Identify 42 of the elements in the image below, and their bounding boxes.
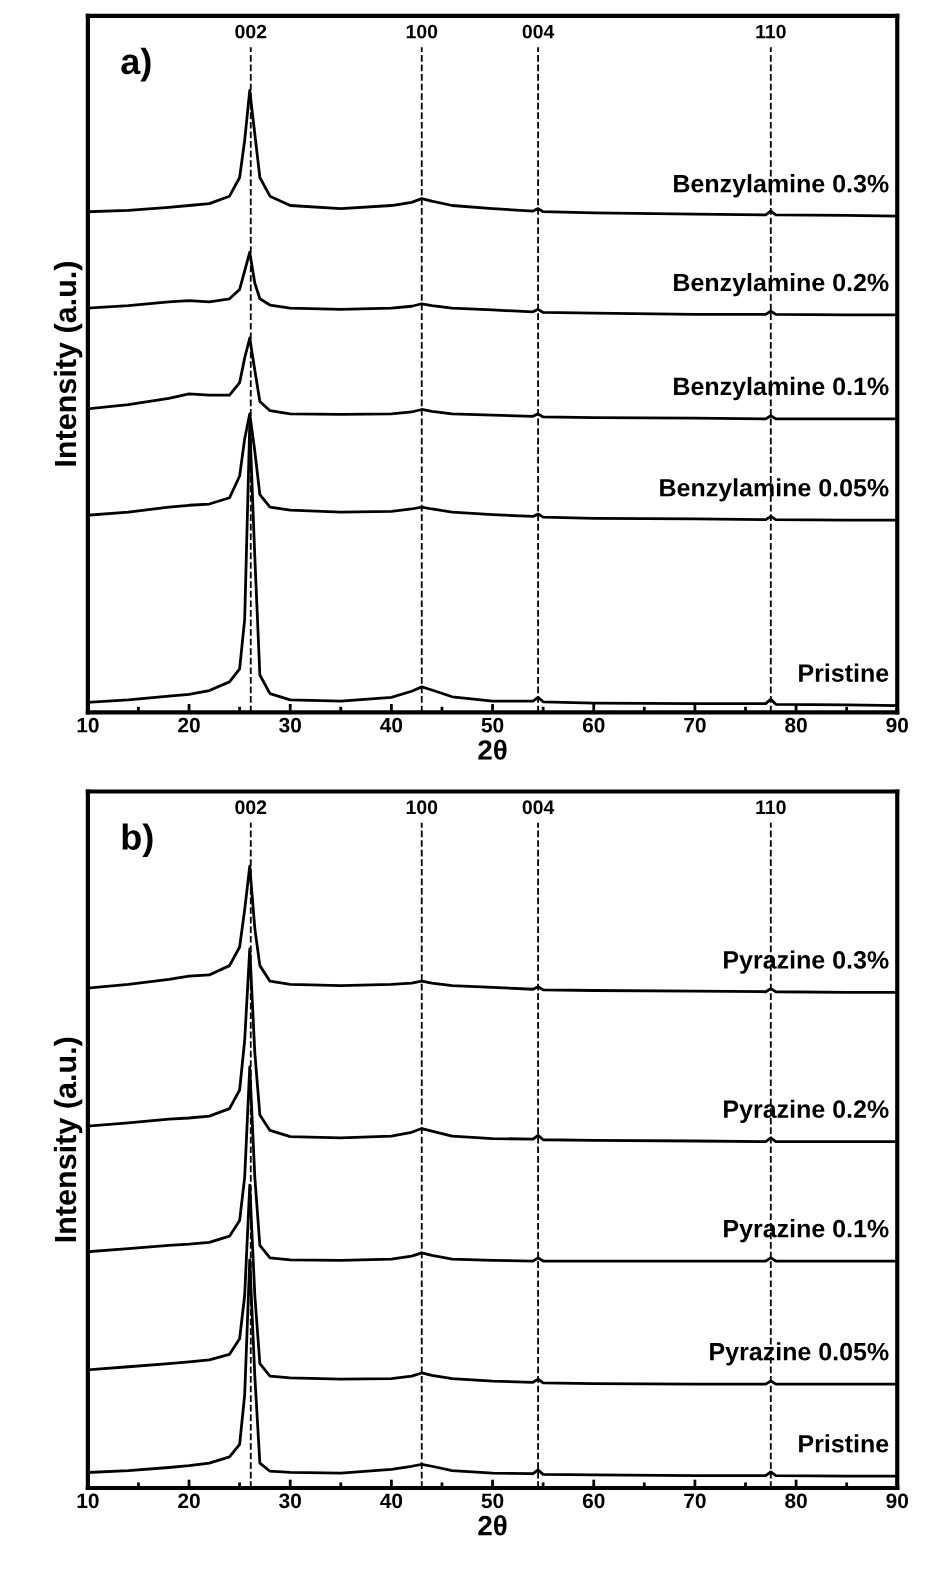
x-tick-label: 60 <box>582 1493 605 1509</box>
series-label: Benzylamine 0.05% <box>660 478 889 502</box>
x-tick-label: 90 <box>886 717 908 733</box>
text: 002 <box>235 24 267 39</box>
text: 004 <box>522 800 555 815</box>
series-label: Benzylamine 0.2% <box>674 273 889 297</box>
x-tick-label: 70 <box>684 717 706 733</box>
text: 100 <box>406 24 438 39</box>
x-tick-label: 10 <box>77 1493 99 1509</box>
series-label: Pyrazine 0.1% <box>724 1219 889 1243</box>
y-axis-title: Intensity (a.u.) <box>53 262 83 466</box>
x-tick-label: 10 <box>77 717 99 733</box>
series-label: Pyrazine 0.05% <box>710 1342 889 1366</box>
x-tick-label: 80 <box>785 717 807 733</box>
x-tick-label: 60 <box>582 717 605 733</box>
series-label: Pyrazine 0.3% <box>724 950 889 974</box>
y-axis-title: Intensity (a.u.) <box>53 1037 83 1242</box>
x-tick-label: 80 <box>785 1493 807 1509</box>
x-tick-label: 90 <box>886 1493 908 1509</box>
x-tick-label: 40 <box>380 717 403 733</box>
text: 100 <box>406 800 438 815</box>
text: a) <box>121 47 151 82</box>
text: 004 <box>522 24 555 39</box>
x-tick-label: 30 <box>279 717 301 733</box>
series-label: Pyrazine 0.2% <box>724 1099 889 1123</box>
x-tick-label: 40 <box>380 1493 403 1509</box>
text: b) <box>122 823 153 858</box>
x-tick-label: 30 <box>279 1493 301 1509</box>
series-label: Pristine <box>799 1434 889 1453</box>
x-tick-label: 50 <box>481 717 504 733</box>
x-tick-label: 20 <box>178 1493 200 1509</box>
text: 110 <box>756 800 786 815</box>
series-label: Benzylamine 0.1% <box>674 376 889 401</box>
series-label: Benzylamine 0.3% <box>674 174 889 198</box>
series-label: Pristine <box>799 663 889 682</box>
x-tick-label: 70 <box>684 1493 706 1509</box>
x-tick-label: 50 <box>481 1493 504 1509</box>
x-axis-title: 2θ <box>478 1515 507 1536</box>
text: 002 <box>235 800 267 815</box>
text: 110 <box>756 24 786 39</box>
x-tick-label: 20 <box>178 717 200 733</box>
x-axis-title: 2θ <box>478 739 507 760</box>
